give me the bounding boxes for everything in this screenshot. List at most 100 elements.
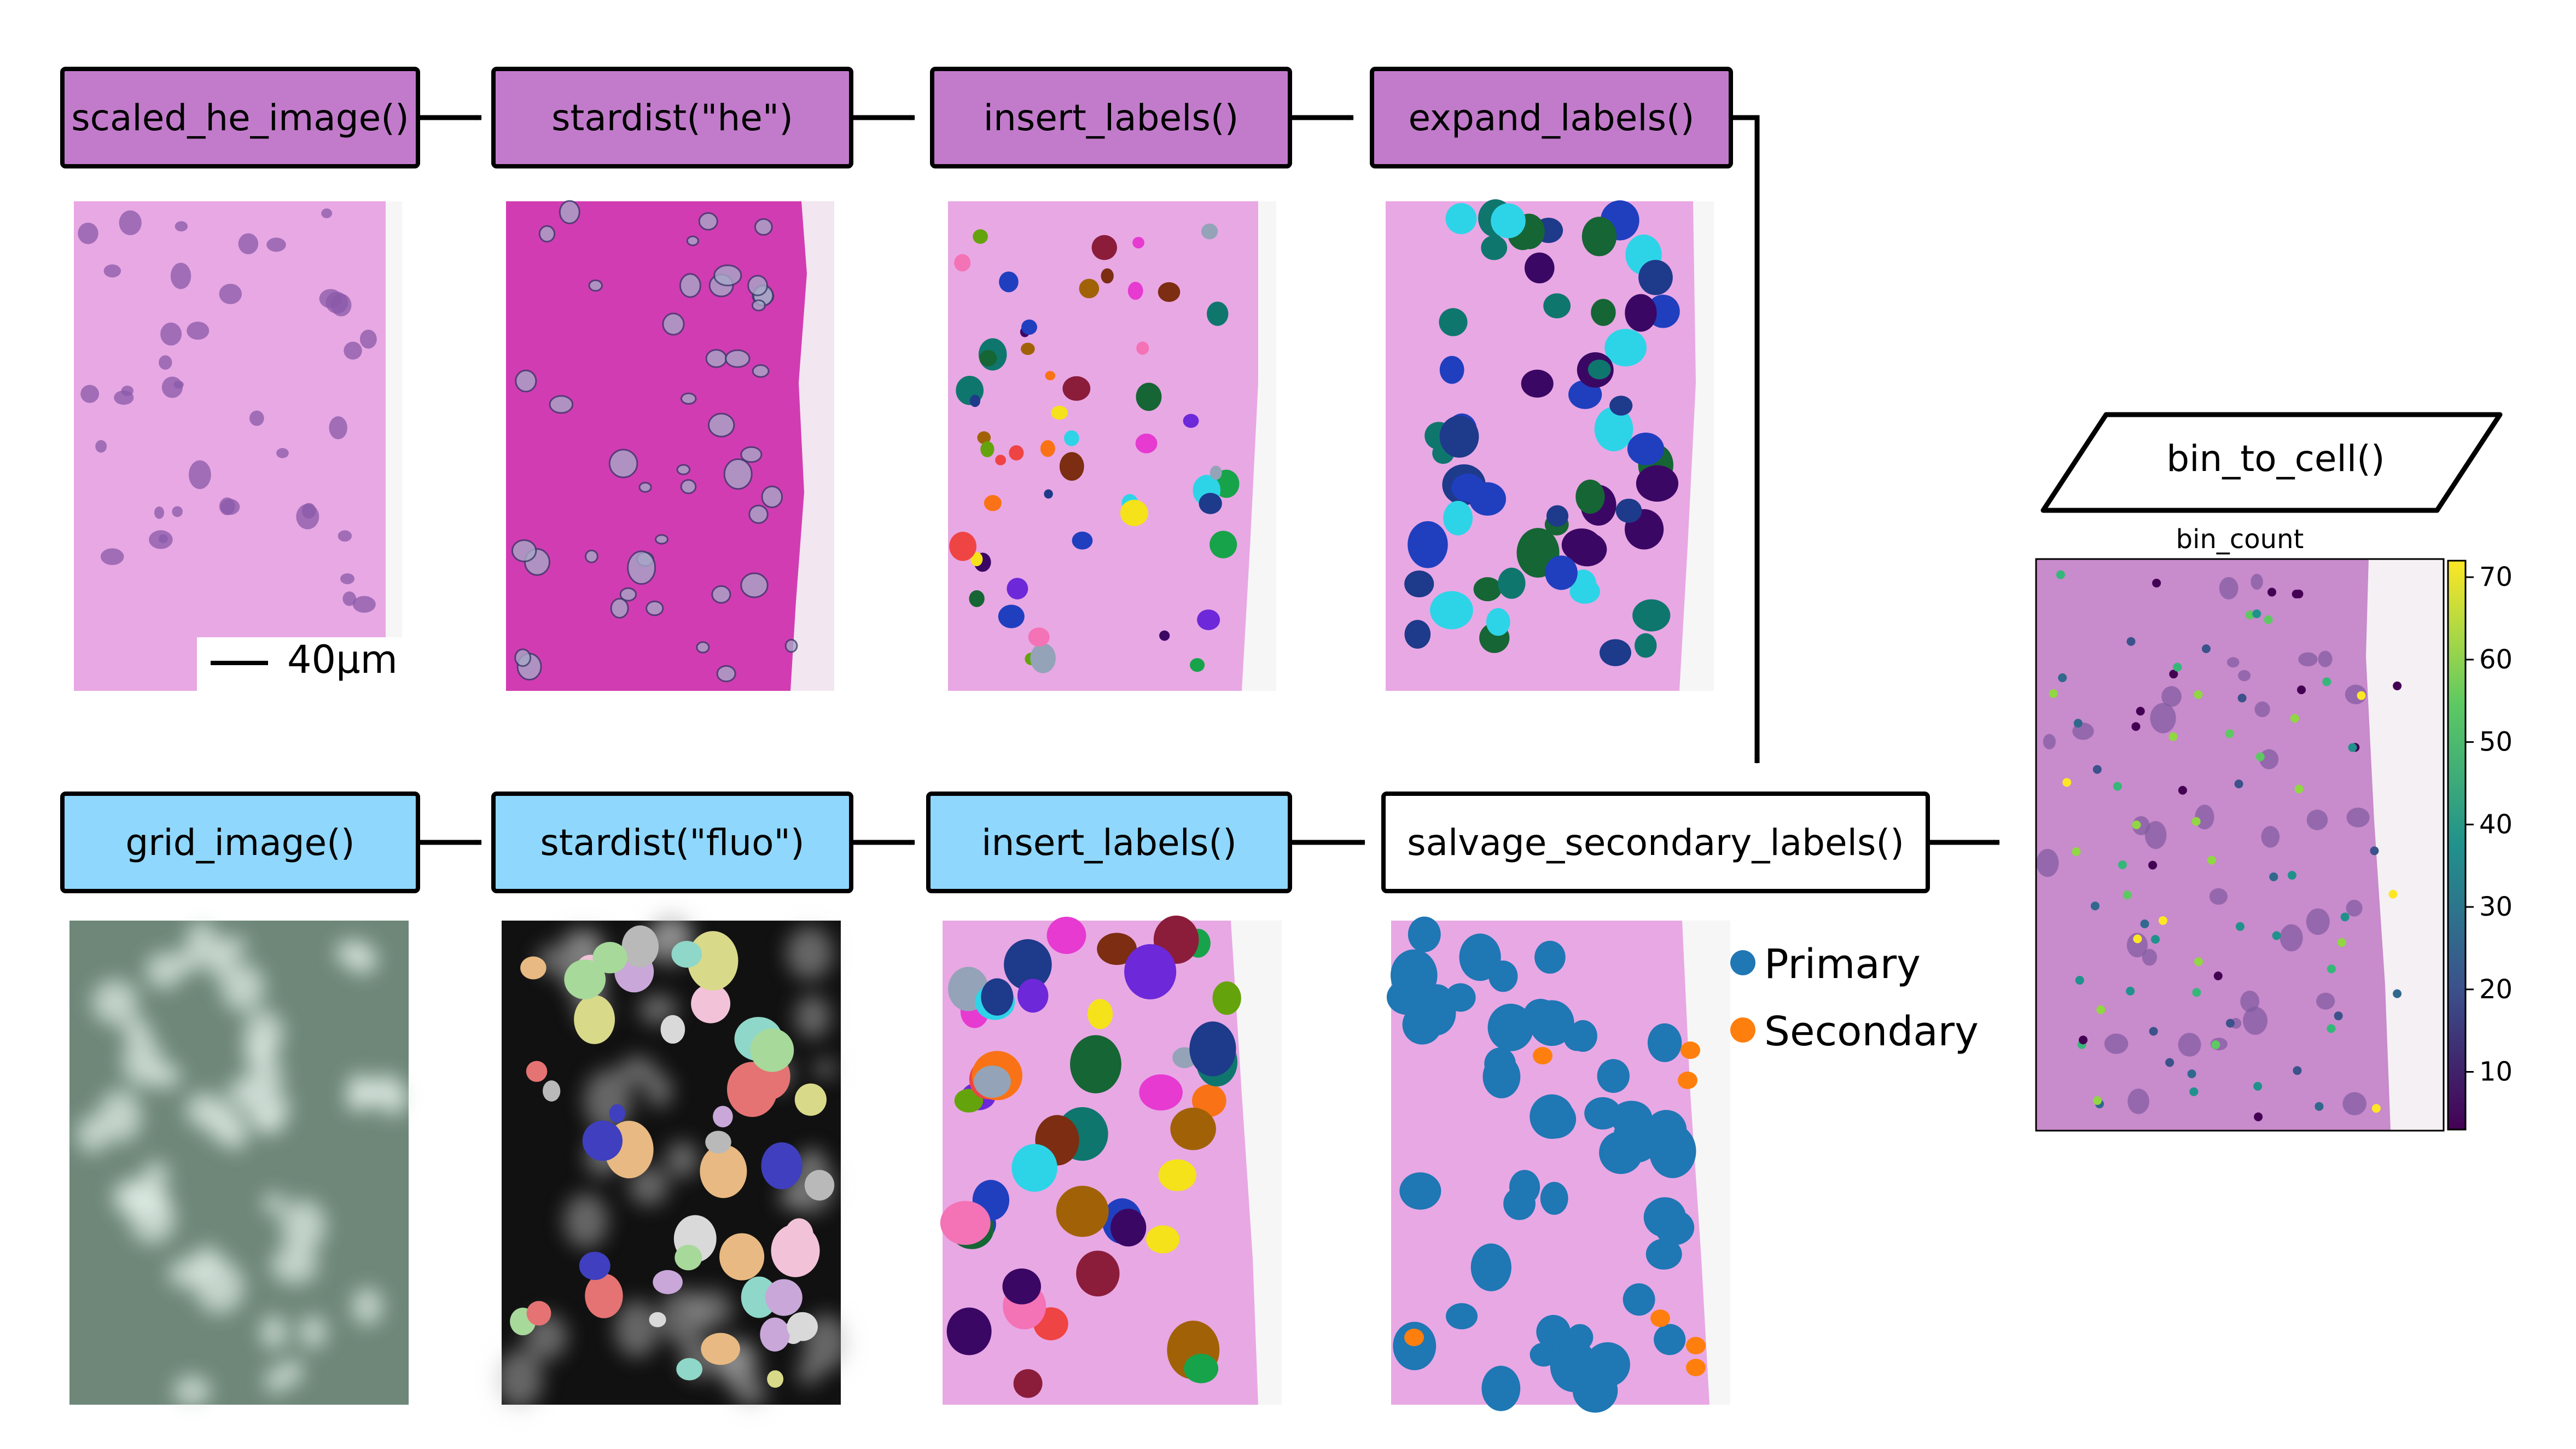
insert-labels-bottom-box[interactable]: insert_labels()	[926, 792, 1292, 893]
stardist-fluo-cell	[719, 1233, 765, 1281]
expanded-cell-label	[1404, 570, 1434, 598]
inserted-cell-label	[977, 431, 991, 444]
fluo-glow	[801, 1149, 824, 1167]
stardist-he-nucleus	[740, 572, 769, 598]
he-nucleus	[172, 506, 183, 517]
stardist-fluo-cell	[804, 1169, 835, 1201]
primary-cell	[1567, 1324, 1594, 1351]
result-dot	[2126, 986, 2135, 996]
fluo-blobs	[77, 921, 410, 1407]
primary-cell	[1445, 1303, 1478, 1330]
result-dots	[2049, 570, 2402, 1121]
inserted-cell-label	[998, 604, 1025, 629]
secondary-cell	[1650, 1310, 1670, 1327]
bin-count-plot: 10 20 30 40 50 60 70	[2035, 558, 2513, 1132]
stardist-he-nucleus	[724, 349, 751, 368]
inserted-cell-label	[1124, 944, 1177, 999]
result-dot	[2337, 938, 2346, 947]
secondary-cell	[1533, 1047, 1552, 1064]
result-dot	[2178, 785, 2187, 795]
result-dot	[2126, 637, 2136, 646]
inserted-cell-label	[1064, 430, 1079, 446]
result-nucleus	[2043, 734, 2056, 750]
he-nucleus	[249, 410, 264, 426]
result-nucleus	[2178, 1033, 2201, 1057]
expanded-cell-label	[1569, 579, 1601, 604]
expanded-cell-label	[1445, 203, 1477, 235]
primary-cell	[1562, 1362, 1595, 1392]
result-dot	[2267, 587, 2277, 597]
insert-labels-top-box[interactable]: insert_labels()	[930, 67, 1292, 168]
inserted-cell-label	[981, 978, 1014, 1016]
fluo-glow	[665, 1141, 699, 1178]
grid-image-box[interactable]: grid_image()	[60, 792, 420, 893]
result-dot	[2158, 916, 2167, 925]
expand-labels-box[interactable]: expand_labels()	[1370, 67, 1733, 168]
result-nucleus	[2195, 804, 2214, 830]
stardist-fluo-cell	[787, 1312, 818, 1341]
fluo-blob	[98, 1090, 142, 1143]
result-nucleus	[2346, 899, 2363, 917]
insert-labels-bottom-panel	[940, 915, 1282, 1405]
salvage-secondary-labels-box[interactable]: salvage_secondary_labels()	[1381, 792, 1930, 893]
primary-cell	[1470, 1243, 1511, 1291]
result-dot	[2371, 1104, 2381, 1113]
he-nucleus	[173, 380, 184, 389]
stardist-he-nucleus	[538, 225, 556, 243]
he-nucleus	[78, 222, 98, 245]
he-nucleus	[340, 573, 355, 584]
inserted-cell-label	[1120, 499, 1148, 526]
inserted-cell-label	[995, 455, 1007, 465]
stardist-fluo-box[interactable]: stardist("fluo")	[491, 792, 853, 893]
fluo-glow	[562, 927, 604, 957]
scaled-he-image-box[interactable]: scaled_he_image()	[60, 67, 420, 168]
fluo-blob	[77, 1116, 108, 1153]
he-nucleus	[159, 355, 172, 370]
stardist-he-nucleus	[752, 364, 770, 378]
result-nucleus	[2126, 933, 2148, 958]
he-nucleus	[119, 210, 142, 235]
fluo-blob	[122, 1017, 151, 1043]
inserted-cell-label	[1021, 342, 1035, 356]
stardist-he-nucleus	[784, 638, 798, 653]
expanded-cell-label	[1524, 252, 1555, 284]
stardist-he-nucleus	[608, 449, 638, 479]
colorbar-tick-label: 60	[2479, 644, 2513, 675]
stardist-fluo-cell	[700, 1144, 747, 1198]
primary-cell	[1597, 1059, 1630, 1093]
expanded-cell-label	[1439, 356, 1464, 384]
result-nucleus	[2209, 888, 2228, 905]
expanded-cell-label	[1498, 567, 1526, 599]
result-nucleus	[2318, 650, 2333, 667]
colorbar-tick-label: 70	[2479, 562, 2513, 592]
insert-labels-bottom-cells	[940, 915, 1241, 1398]
stardist-he-nucleus	[549, 395, 574, 414]
result-dot	[2118, 860, 2127, 869]
fluo-blob	[185, 1092, 224, 1128]
fluo-blob	[186, 921, 218, 958]
he-nucleus	[276, 448, 289, 458]
fluo-blob	[335, 939, 369, 967]
result-dot	[2225, 729, 2234, 738]
inserted-cell-label	[1212, 981, 1241, 1015]
result-nucleus	[2240, 991, 2260, 1012]
bin-to-cell-label[interactable]: bin_to_cell()	[2166, 438, 2385, 480]
inserted-cell-label	[969, 590, 985, 607]
stardist-he-nuclei	[511, 200, 798, 683]
primary-cell	[1540, 1182, 1568, 1215]
result-dot	[2123, 891, 2132, 900]
he-nucleus	[160, 322, 182, 346]
inserted-cell-label	[1183, 414, 1199, 428]
inserted-cell-label	[1017, 979, 1049, 1013]
he-nucleus	[338, 530, 352, 542]
fluo-blob	[347, 1073, 373, 1106]
stardist-he-box[interactable]: stardist("he")	[491, 67, 853, 168]
primary-cell	[1613, 1112, 1660, 1163]
result-dot	[2226, 1019, 2235, 1028]
result-nucleus	[2280, 924, 2303, 952]
inserted-cell-label	[1056, 1185, 1109, 1237]
stardist-fluo-cell	[564, 959, 606, 999]
fluo-blob	[148, 1063, 182, 1089]
stardist-he-panel	[506, 200, 834, 691]
stardist-fluo-cell	[653, 1270, 683, 1294]
